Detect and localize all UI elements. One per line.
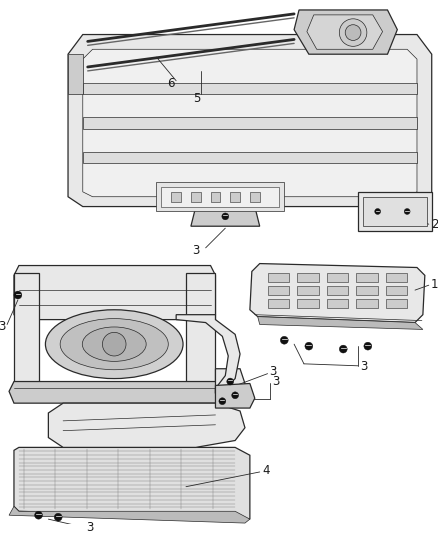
Polygon shape — [83, 151, 417, 163]
Polygon shape — [14, 273, 39, 383]
Polygon shape — [176, 314, 240, 393]
Text: 3: 3 — [86, 521, 93, 533]
Circle shape — [364, 342, 372, 350]
Bar — [356, 286, 378, 295]
Polygon shape — [215, 369, 245, 393]
Text: 1: 1 — [431, 278, 438, 290]
Polygon shape — [83, 83, 417, 94]
Polygon shape — [9, 506, 250, 523]
Polygon shape — [294, 10, 397, 54]
Circle shape — [305, 342, 313, 350]
Polygon shape — [358, 192, 432, 231]
Bar — [297, 299, 319, 308]
Bar — [385, 273, 407, 282]
Ellipse shape — [82, 327, 146, 361]
Text: 6: 6 — [167, 77, 175, 90]
Ellipse shape — [60, 319, 168, 370]
Bar — [230, 192, 240, 201]
Bar — [356, 273, 378, 282]
Text: 3: 3 — [360, 360, 367, 373]
Text: 2: 2 — [431, 218, 438, 231]
Bar — [385, 299, 407, 308]
Polygon shape — [363, 197, 427, 226]
Circle shape — [102, 333, 126, 356]
Text: 5: 5 — [193, 92, 201, 105]
Bar — [250, 192, 260, 201]
Polygon shape — [48, 403, 245, 447]
Polygon shape — [215, 383, 255, 408]
Circle shape — [280, 336, 288, 344]
Polygon shape — [156, 182, 284, 212]
Circle shape — [54, 513, 62, 521]
Bar — [268, 273, 289, 282]
Bar — [327, 286, 348, 295]
Bar — [297, 286, 319, 295]
Bar — [385, 286, 407, 295]
Text: 3: 3 — [269, 365, 277, 378]
Bar — [327, 273, 348, 282]
Circle shape — [345, 25, 361, 41]
Polygon shape — [162, 187, 279, 207]
Polygon shape — [258, 317, 423, 329]
Circle shape — [375, 208, 381, 214]
Polygon shape — [68, 35, 432, 207]
Circle shape — [227, 378, 233, 385]
Polygon shape — [186, 273, 215, 383]
Circle shape — [222, 213, 229, 220]
Ellipse shape — [46, 310, 183, 378]
Bar — [268, 286, 289, 295]
Bar — [171, 192, 181, 201]
Polygon shape — [307, 15, 382, 49]
Bar — [268, 299, 289, 308]
Bar — [297, 273, 319, 282]
Polygon shape — [250, 264, 425, 322]
Polygon shape — [68, 54, 83, 93]
Text: 3: 3 — [192, 244, 199, 257]
Bar — [191, 192, 201, 201]
Circle shape — [404, 208, 410, 214]
Circle shape — [339, 345, 347, 353]
Bar — [211, 192, 220, 201]
Text: 3: 3 — [272, 375, 280, 388]
Polygon shape — [83, 49, 417, 197]
Text: 4: 4 — [263, 464, 270, 478]
Text: 3: 3 — [0, 320, 6, 333]
Circle shape — [14, 291, 22, 299]
Polygon shape — [191, 207, 260, 226]
Bar — [356, 299, 378, 308]
Polygon shape — [83, 117, 417, 129]
Circle shape — [232, 392, 239, 399]
Bar — [327, 299, 348, 308]
Circle shape — [339, 19, 367, 46]
Polygon shape — [9, 382, 220, 403]
Circle shape — [219, 398, 226, 405]
Circle shape — [35, 511, 42, 519]
Polygon shape — [14, 265, 215, 320]
Polygon shape — [14, 447, 250, 519]
